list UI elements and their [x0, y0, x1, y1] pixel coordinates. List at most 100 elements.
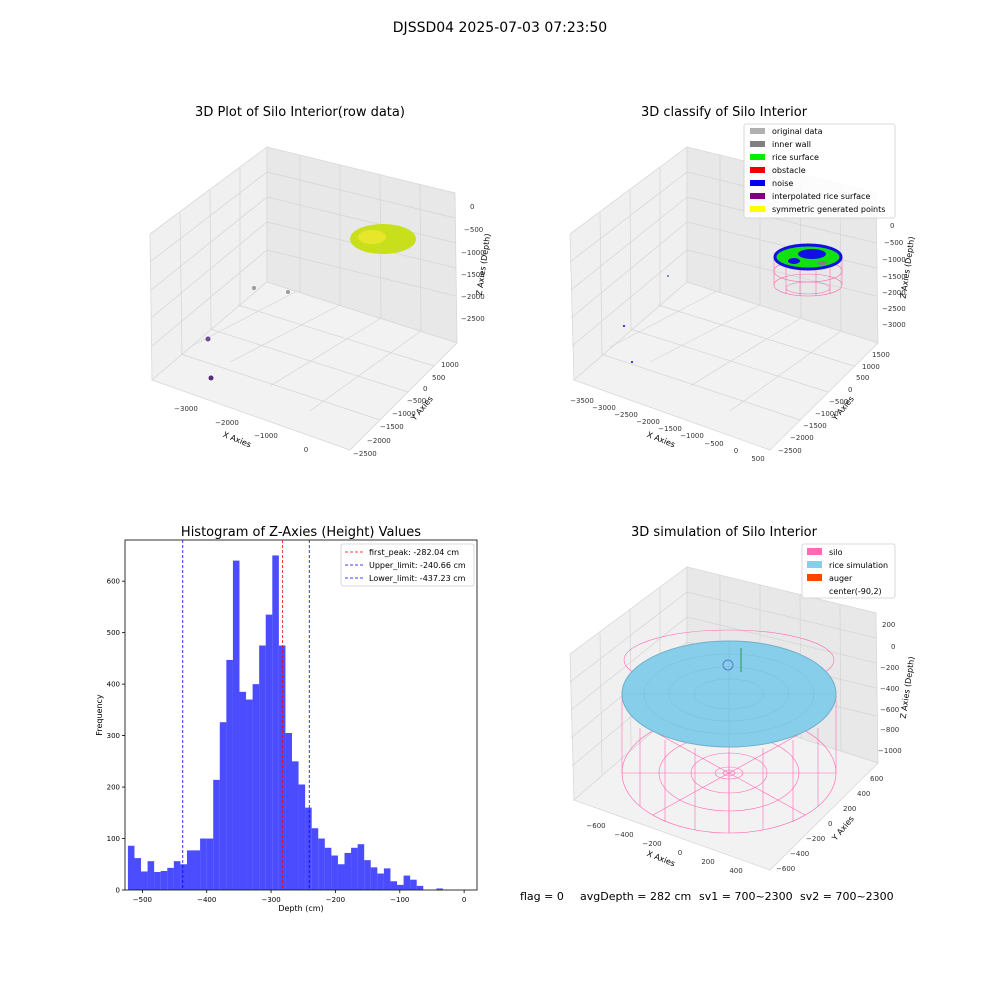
y-tick-label: 200	[107, 784, 120, 792]
classify-ytick: −2000	[790, 434, 814, 442]
classify-grid	[569, 155, 877, 421]
simulation-ztick: −600	[880, 706, 899, 714]
raw-x-axis-label: X Axies	[222, 430, 253, 449]
simulation-ytick: −400	[790, 850, 809, 858]
simulation-pane-floor	[573, 701, 879, 871]
legend-label: original data	[772, 127, 823, 136]
legend-label: noise	[772, 179, 793, 188]
histogram-bar	[246, 699, 253, 890]
simulation-panel-title: 3D simulation of Silo Interior	[631, 525, 818, 540]
simulation-ztick: −1000	[878, 747, 902, 755]
histogram-bar	[180, 864, 187, 890]
raw-ztick: −500	[464, 226, 483, 234]
classify-noise-point	[667, 275, 669, 277]
histogram-bar	[377, 873, 384, 890]
histogram-bar	[390, 881, 398, 890]
histogram-bar	[397, 884, 404, 890]
histogram-bar	[147, 861, 155, 890]
classify-ztick: −1000	[882, 256, 906, 264]
x-tick-label: −500	[133, 896, 152, 904]
simulation-legend-entry: auger	[807, 574, 853, 583]
legend-label: Upper_limit: -240.66 cm	[369, 561, 466, 570]
raw-ytick: 500	[432, 374, 445, 382]
histogram-bar	[134, 858, 142, 890]
simulation-x-axis-label: X Axies	[646, 849, 677, 868]
raw-xtick: −3000	[174, 405, 198, 413]
classify-xtick: 500	[751, 455, 764, 463]
simulation-y-axis-label: Y Axies	[830, 814, 856, 843]
histogram-bar	[219, 722, 227, 890]
histogram-bar	[311, 828, 319, 890]
histogram-bar	[160, 870, 168, 890]
histogram-bar	[154, 871, 161, 890]
histogram-reference-lines	[182, 540, 310, 890]
histogram-bar	[305, 807, 312, 890]
classify-legend-entry: symmetric generated points	[750, 205, 885, 214]
raw-z-axis-label: Z Axies (Depth)	[475, 233, 493, 296]
raw-xtick: −1000	[254, 432, 278, 440]
histogram-bar	[173, 861, 181, 890]
raw-ztick: −2000	[461, 293, 485, 301]
histogram-title: Histogram of Z-Axies (Height) Values	[181, 525, 421, 540]
classify-legend: original data inner wall rice surface ob…	[743, 123, 896, 219]
simulation-legend: silo rice simulation auger center(-90,2)	[801, 543, 896, 599]
simulation-ztick: 200	[882, 621, 895, 629]
status-footer: flag = 0 avgDepth = 282 cm sv1 = 700~230…	[520, 890, 894, 903]
raw-xtick: 0	[304, 446, 308, 454]
legend-label: first_peak: -282.04 cm	[369, 548, 459, 557]
histogram-legend-entry: Upper_limit: -240.66 cm	[345, 561, 466, 570]
histogram-bar	[331, 855, 338, 890]
simulation-rice-mesh	[622, 641, 836, 747]
histogram-bar	[436, 888, 443, 890]
legend-label: rice surface	[772, 153, 819, 162]
histogram-bar	[252, 684, 260, 890]
classify-xtick: −1000	[680, 432, 704, 440]
legend-label: silo	[829, 548, 843, 557]
raw-ztick: −1500	[461, 271, 485, 279]
simulation-ytick: 0	[828, 820, 832, 828]
simulation-xtick: 400	[729, 867, 742, 875]
simulation-ytick: 600	[870, 775, 883, 783]
classify-legend-entry: rice surface	[750, 153, 819, 162]
classify-xtick: −3000	[592, 404, 616, 412]
histogram-bar	[232, 560, 240, 890]
simulation-ytick: −200	[806, 835, 825, 843]
classify-xtick: 0	[734, 447, 738, 455]
classify-xtick: −2000	[636, 418, 660, 426]
legend-swatch	[807, 574, 822, 581]
histogram-bar	[200, 838, 207, 890]
histogram-bar	[193, 850, 201, 890]
histogram-bar	[127, 845, 135, 890]
classify-legend-entry: noise	[750, 179, 793, 188]
classify-xtick: −500	[704, 440, 723, 448]
classify-noise-patch	[798, 249, 826, 259]
histogram-bar	[364, 860, 371, 890]
sv1-text: sv1 = 700~2300	[699, 890, 793, 903]
simulation-3d-panel: 3D simulation of Silo Interior	[569, 525, 916, 875]
raw-ytick: −2000	[367, 437, 391, 445]
simulation-ytick: 200	[843, 805, 856, 813]
histogram-bar	[186, 850, 194, 890]
raw-data-3d-panel: 3D Plot of Silo Interior(row data) −3000…	[149, 105, 493, 458]
y-tick-label: 100	[107, 835, 120, 843]
classify-ytick: 500	[856, 374, 869, 382]
raw-ztick: 0	[470, 203, 474, 211]
x-tick-label: −200	[326, 896, 345, 904]
raw-ytick: −1500	[380, 423, 404, 431]
legend-label: auger	[829, 574, 853, 583]
classify-ytick: −1500	[803, 422, 827, 430]
histogram-bar	[383, 868, 391, 890]
simulation-ztick: 0	[891, 643, 895, 651]
classify-ztick: −1500	[882, 273, 906, 281]
legend-swatch	[750, 193, 765, 199]
raw-ytick: 0	[423, 385, 427, 393]
classify-legend-entry: original data	[750, 127, 823, 136]
legend-label: interpolated rice surface	[772, 192, 870, 201]
histogram-bar	[357, 844, 365, 890]
legend-swatch	[807, 561, 822, 568]
classify-legend-entry: interpolated rice surface	[750, 192, 870, 201]
simulation-legend-entry: rice simulation	[807, 561, 888, 570]
histogram-bar	[206, 838, 214, 890]
y-tick-label: 500	[107, 629, 120, 637]
raw-rice-surface-highlight	[358, 230, 386, 244]
